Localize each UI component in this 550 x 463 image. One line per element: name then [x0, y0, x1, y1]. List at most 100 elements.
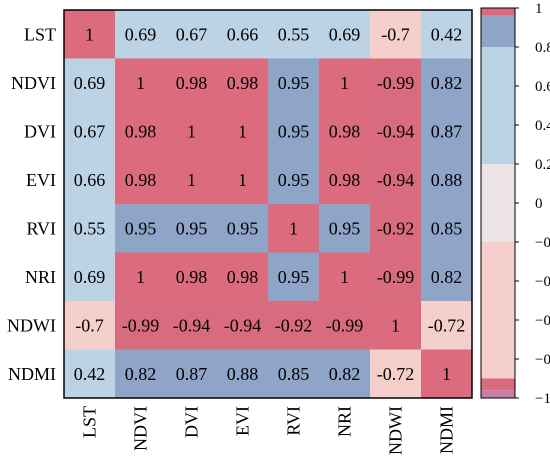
cell-value-label: -0.7	[75, 315, 104, 335]
heatmap-cell	[166, 155, 218, 205]
cell-value-label: 1	[85, 24, 94, 44]
cell-value-label: -0.99	[377, 73, 415, 93]
cell-value-label: 0.67	[176, 24, 208, 44]
cell-value-label: 0.88	[227, 364, 259, 384]
row-label: RVI	[26, 218, 56, 238]
heatmap-cell	[319, 58, 371, 108]
colorbar-tick-label: −1	[535, 391, 550, 407]
heatmap-cell	[268, 252, 320, 302]
heatmap-cell	[319, 252, 371, 302]
cell-value-label: 0.85	[431, 218, 463, 238]
cell-value-label: 1	[391, 315, 400, 335]
cell-value-label: 0.55	[278, 24, 310, 44]
row-label: NRI	[25, 267, 56, 287]
cell-value-label: -0.72	[377, 364, 415, 384]
column-label: LST	[80, 406, 100, 438]
heatmap-cell	[421, 155, 473, 205]
column-label: EVI	[233, 406, 253, 436]
cell-value-label: 0.95	[176, 218, 208, 238]
cell-value-label: 0.98	[176, 73, 208, 93]
heatmap-cell	[64, 252, 116, 302]
heatmap-cell	[319, 301, 371, 350]
heatmap-cell	[421, 58, 473, 108]
row-label: EVI	[26, 170, 56, 190]
cell-value-label: 0.87	[431, 121, 463, 141]
cell-value-label: 0.69	[74, 267, 106, 287]
heatmap-cell	[217, 301, 269, 350]
heatmap-cell	[166, 204, 218, 253]
colorbar-tick-label: 1	[535, 1, 543, 17]
heatmap-cell	[319, 349, 371, 399]
cell-value-label: 0.85	[278, 364, 310, 384]
heatmap-cell	[115, 58, 167, 108]
cell-value-label: 0.69	[125, 24, 157, 44]
colorbar-band	[481, 242, 515, 379]
heatmap-cell	[421, 349, 473, 399]
colorbar-band	[481, 164, 515, 242]
heatmap-cell	[268, 204, 320, 253]
cell-value-label: 0.98	[125, 121, 157, 141]
cell-value-label: 0.98	[125, 170, 157, 190]
heatmap-cell	[166, 107, 218, 156]
cell-value-label: 0.67	[74, 121, 106, 141]
cell-value-label: 0.82	[431, 267, 463, 287]
column-label: NDMI	[437, 406, 457, 454]
heatmap-cell	[268, 155, 320, 205]
heatmap-cell	[217, 155, 269, 205]
heatmap-cell	[217, 107, 269, 156]
colorbar-tick-label: 0.2	[535, 157, 550, 173]
column-label: NDVI	[131, 406, 151, 451]
cell-value-label: 1	[340, 73, 349, 93]
cell-value-label: 0.69	[74, 73, 106, 93]
cell-value-label: 0.98	[227, 73, 259, 93]
cell-value-label: 0.88	[431, 170, 463, 190]
cell-value-label: -0.94	[377, 121, 415, 141]
cell-value-label: 1	[289, 218, 298, 238]
heatmap-cell	[268, 107, 320, 156]
column-label: DVI	[182, 406, 202, 438]
heatmap-cell	[115, 204, 167, 253]
heatmap-cell	[421, 301, 473, 350]
cell-value-label: -0.99	[377, 267, 415, 287]
heatmap-cell	[115, 107, 167, 156]
heatmap-cell	[166, 301, 218, 350]
colorbar-tick-label: 0	[535, 196, 543, 212]
column-label: RVI	[284, 406, 304, 436]
column-label: NRI	[335, 406, 355, 437]
cell-value-label: 0.82	[329, 364, 361, 384]
cell-value-label: 1	[136, 73, 145, 93]
cell-value-label: 0.98	[176, 267, 208, 287]
heatmap-cell	[115, 252, 167, 302]
cell-value-label: 0.42	[74, 364, 106, 384]
cell-value-label: 1	[187, 170, 196, 190]
heatmap-cell	[166, 349, 218, 399]
cell-value-label: 0.66	[74, 170, 106, 190]
column-labels: LST NDVI DVI EVI RVI NRI NDWI NDMI	[80, 406, 457, 455]
heatmap-cell	[64, 107, 116, 156]
heatmap-cell	[217, 252, 269, 302]
heatmap-cells: 1 0.69 0.67 0.66 0.55 0.69 -0.7 0.42 0.69 1 0.98 0.…	[64, 10, 473, 399]
heatmap-cell	[370, 349, 422, 399]
row-label: DVI	[24, 121, 56, 141]
row-label: NDMI	[8, 364, 56, 384]
heatmap-cell	[319, 155, 371, 205]
colorbar-band	[481, 378, 515, 391]
heatmap-cell	[64, 204, 116, 253]
cell-value-label: 1	[442, 364, 451, 384]
heatmap-cell	[64, 58, 116, 108]
heatmap-cell	[370, 155, 422, 205]
heatmap-cell	[64, 301, 116, 350]
cell-value-label: 0.98	[329, 121, 361, 141]
heatmap-border	[63, 9, 473, 399]
cell-value-label: 0.95	[227, 218, 259, 238]
cell-value-label: 0.95	[278, 170, 310, 190]
heatmap-cell	[166, 252, 218, 302]
heatmap-cell	[268, 349, 320, 399]
cell-value-label: 0.98	[329, 170, 361, 190]
heatmap-cell	[64, 10, 116, 59]
heatmap-cell	[268, 58, 320, 108]
heatmap-cell	[268, 10, 320, 59]
heatmap-cell	[64, 155, 116, 205]
colorbar-tick-label: −0.4	[535, 274, 550, 290]
heatmap-cell	[421, 10, 473, 59]
